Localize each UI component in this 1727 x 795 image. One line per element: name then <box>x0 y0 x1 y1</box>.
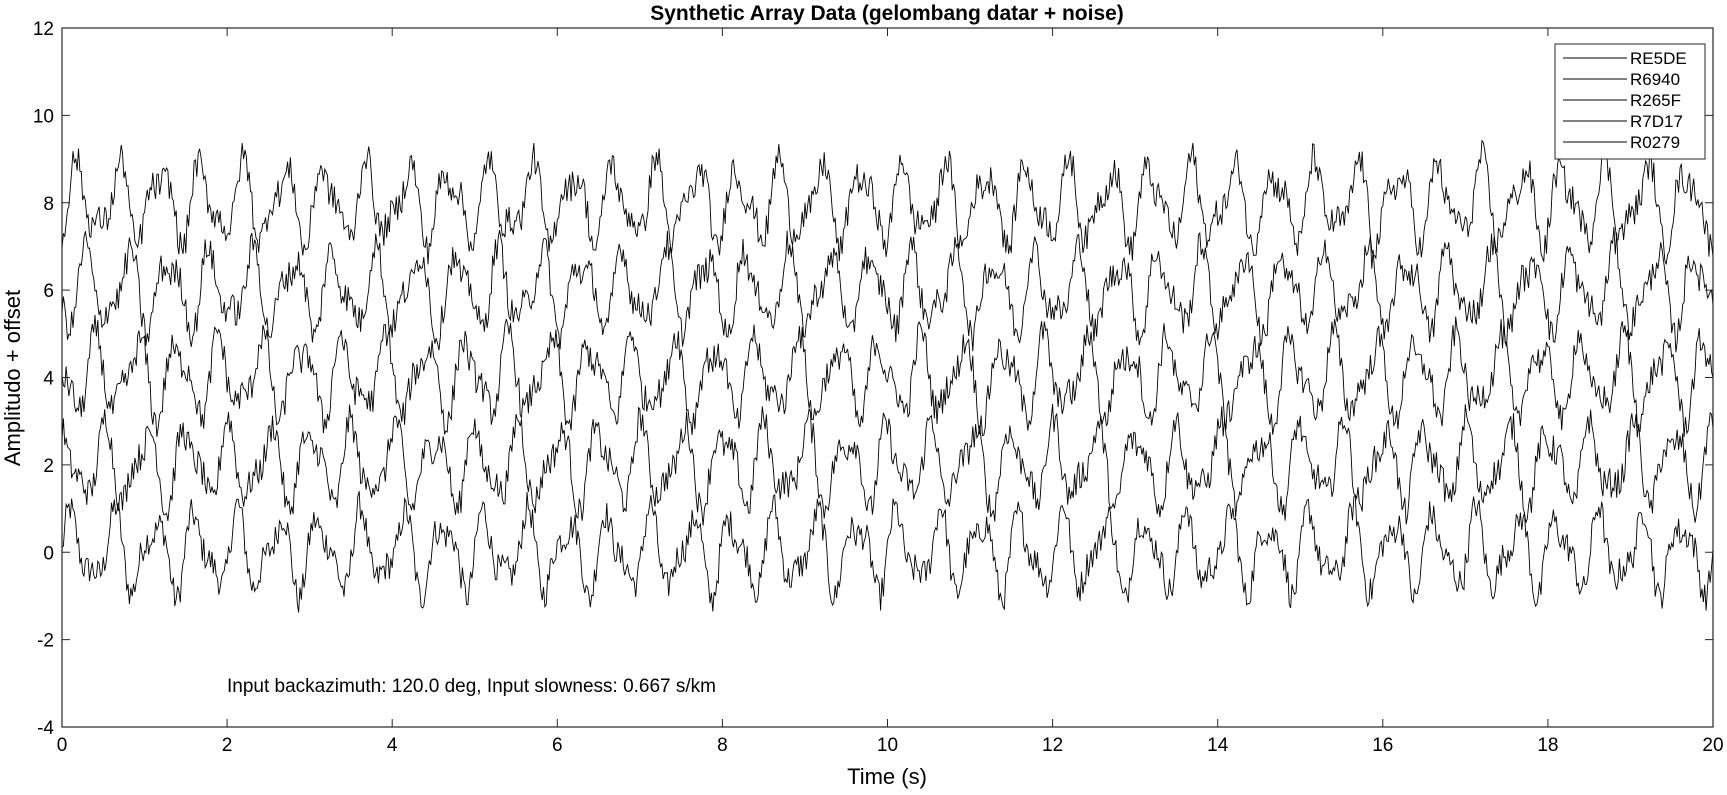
trace-r6940 <box>61 403 1714 526</box>
legend-label: R6940 <box>1630 70 1680 89</box>
y-tick-label: 4 <box>43 369 54 390</box>
legend-label: R7D17 <box>1630 112 1683 131</box>
y-tick-label: 10 <box>33 106 54 127</box>
legend-box <box>1554 43 1706 160</box>
trace-r265f <box>61 314 1714 437</box>
legend: RE5DE R6940 R265F R7D17 R0279 <box>1554 43 1706 160</box>
ticks-group: 0 2 4 6 8 10 12 14 16 18 20 -4 -2 0 2 4 6 8 10 12 <box>33 19 1724 756</box>
x-tick-label: 2 <box>222 735 233 756</box>
y-tick-label: 6 <box>43 281 54 302</box>
x-tick-label: 16 <box>1372 735 1393 756</box>
y-axis-label: Amplitudo + offset <box>0 290 25 466</box>
x-tick-label: 10 <box>877 735 898 756</box>
x-tick-label: 6 <box>552 735 563 756</box>
input-annotation: Input backazimuth: 120.0 deg, Input slow… <box>227 676 716 697</box>
legend-label: RE5DE <box>1630 49 1687 68</box>
traces-group <box>61 139 1714 613</box>
x-tick-label: 8 <box>717 735 728 756</box>
trace-r0279 <box>61 139 1714 265</box>
x-tick-label: 4 <box>387 735 398 756</box>
x-tick-label: 14 <box>1207 735 1229 756</box>
chart-title: Synthetic Array Data (gelombang datar + … <box>650 2 1124 25</box>
trace-r7d17 <box>61 226 1714 353</box>
x-tick-label: 18 <box>1537 735 1558 756</box>
y-tick-label: 2 <box>43 456 54 477</box>
legend-label: R265F <box>1630 91 1681 110</box>
y-tick-label: -4 <box>37 718 54 739</box>
y-tick-label: 0 <box>43 543 54 564</box>
x-tick-label: 12 <box>1042 735 1063 756</box>
x-tick-label: 0 <box>57 735 68 756</box>
y-tick-label: -2 <box>37 631 54 652</box>
trace-re5de <box>61 491 1714 613</box>
y-tick-label: 8 <box>43 194 54 215</box>
x-tick-label: 20 <box>1702 735 1723 756</box>
y-tick-label: 12 <box>33 19 54 40</box>
x-axis-label: Time (s) <box>847 764 927 789</box>
legend-label: R0279 <box>1630 133 1680 152</box>
